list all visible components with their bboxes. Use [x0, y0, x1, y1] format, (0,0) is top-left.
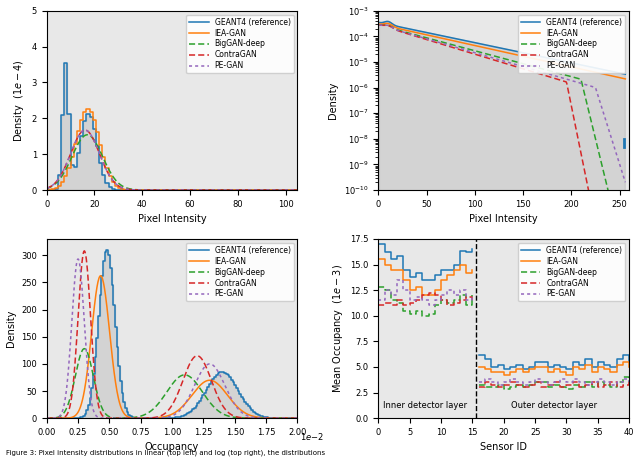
Text: Figure 3: Pixel intensity distributions in linear (top left) and log (top right): Figure 3: Pixel intensity distributions …: [6, 449, 326, 456]
Text: Inner detector layer: Inner detector layer: [383, 401, 467, 410]
Legend: GEANT4 (reference), IEA-GAN, BigGAN-deep, ContraGAN, PE-GAN: GEANT4 (reference), IEA-GAN, BigGAN-deep…: [518, 243, 625, 301]
Legend: GEANT4 (reference), IEA-GAN, BigGAN-deep, ContraGAN, PE-GAN: GEANT4 (reference), IEA-GAN, BigGAN-deep…: [186, 243, 294, 301]
Legend: GEANT4 (reference), IEA-GAN, BigGAN-deep, ContraGAN, PE-GAN: GEANT4 (reference), IEA-GAN, BigGAN-deep…: [518, 15, 625, 73]
Y-axis label: Density: Density: [328, 82, 339, 119]
Text: $1e{-}2$: $1e{-}2$: [300, 431, 324, 442]
Y-axis label: Density: Density: [6, 310, 15, 347]
X-axis label: Sensor ID: Sensor ID: [480, 442, 527, 453]
X-axis label: Pixel Intensity: Pixel Intensity: [138, 214, 207, 224]
Y-axis label: Mean Occupancy  $(1e-3)$: Mean Occupancy $(1e-3)$: [331, 264, 344, 393]
Y-axis label: Density  $(1e-4)$: Density $(1e-4)$: [12, 59, 26, 142]
X-axis label: Occupancy: Occupancy: [145, 442, 199, 453]
Text: Outer detector layer: Outer detector layer: [511, 401, 597, 410]
X-axis label: Pixel Intensity: Pixel Intensity: [470, 214, 538, 224]
Legend: GEANT4 (reference), IEA-GAN, BigGAN-deep, ContraGAN, PE-GAN: GEANT4 (reference), IEA-GAN, BigGAN-deep…: [186, 15, 294, 73]
